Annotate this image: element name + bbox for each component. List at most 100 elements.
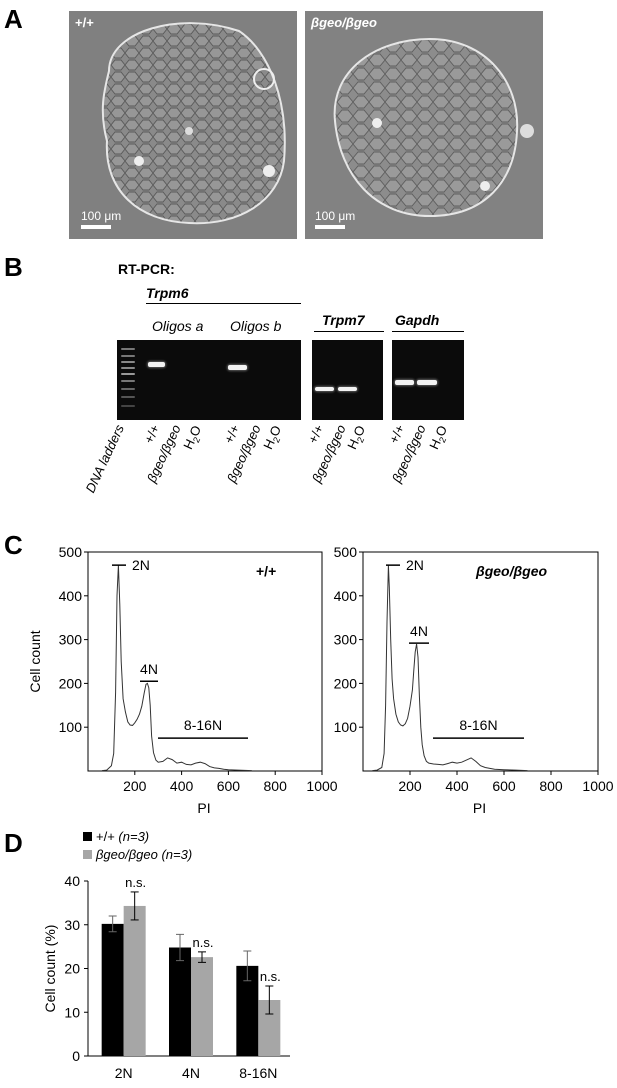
panel-label-b: B bbox=[4, 252, 23, 282]
x-tick-label: 1000 bbox=[306, 778, 337, 794]
legend-swatch bbox=[83, 850, 92, 859]
x-tick-label: 200 bbox=[398, 778, 422, 794]
annotation-4n: 4N bbox=[140, 661, 158, 677]
y-tick-label: 200 bbox=[334, 675, 358, 691]
bar bbox=[101, 923, 124, 1056]
significance-label: n.s. bbox=[193, 935, 214, 950]
dna-ladder bbox=[121, 348, 135, 414]
y-tick-label: 200 bbox=[59, 675, 83, 691]
histogram-line bbox=[372, 565, 528, 772]
plot-frame bbox=[87, 551, 323, 772]
x-tick-label: 400 bbox=[445, 778, 469, 794]
scale-bar bbox=[315, 225, 345, 229]
y-tick-label: 500 bbox=[334, 544, 358, 560]
band-gapdh-ko bbox=[417, 380, 437, 385]
y-tick-label: 0 bbox=[72, 1048, 80, 1064]
lane-label-h2o: H2O bbox=[180, 423, 205, 452]
x-tick-label: 600 bbox=[492, 778, 516, 794]
x-axis-label: PI bbox=[473, 800, 486, 816]
gene-label-trpm6: Trpm6 bbox=[146, 285, 189, 301]
y-tick-label: 300 bbox=[59, 632, 83, 648]
annotation-4n: 4N bbox=[410, 623, 428, 639]
significance-label: n.s. bbox=[260, 969, 281, 984]
significance-label: n.s. bbox=[125, 875, 146, 890]
plot-frame bbox=[362, 551, 599, 772]
colony-image-knockout bbox=[305, 11, 543, 239]
scale-bar bbox=[81, 225, 111, 229]
genotype-label: βgeo/βgeo bbox=[475, 563, 547, 579]
annotation-2n: 2N bbox=[406, 557, 424, 573]
annotation-8-16n: 8-16N bbox=[459, 717, 497, 733]
bar bbox=[258, 1000, 281, 1056]
x-tick-label: 2N bbox=[115, 1065, 133, 1081]
x-tick-label: 600 bbox=[217, 778, 241, 794]
band-trpm7-ko bbox=[338, 387, 357, 391]
legend-swatch bbox=[83, 832, 92, 841]
band-trpm6-a-wt bbox=[148, 362, 165, 367]
annotation-2n: 2N bbox=[132, 557, 150, 573]
lane-label-h2o: H2O bbox=[426, 423, 451, 452]
gapdh-underline bbox=[392, 331, 464, 332]
histogram-line bbox=[101, 565, 252, 772]
gene-label-trpm7: Trpm7 bbox=[322, 312, 365, 328]
trpm7-underline bbox=[314, 331, 384, 332]
scale-bar-label: 100 μm bbox=[315, 209, 356, 223]
bar bbox=[169, 947, 191, 1056]
x-tick-label: 8-16N bbox=[239, 1065, 277, 1081]
y-tick-label: 400 bbox=[334, 588, 358, 604]
bar bbox=[236, 965, 259, 1056]
panel-label-d: D bbox=[4, 828, 23, 858]
panel-label-c: C bbox=[4, 530, 23, 560]
bar bbox=[191, 957, 213, 1056]
band-gapdh-wt bbox=[395, 380, 414, 385]
oligos-b-label: Oligos b bbox=[230, 318, 282, 334]
flow-cytometry-histograms: 100 200 300 400 500 200 400 600 800 1000 PI Cell co… bbox=[27, 544, 614, 816]
band-trpm6-b-wt bbox=[228, 365, 247, 370]
x-tick-label: 200 bbox=[123, 778, 147, 794]
y-tick-label: 20 bbox=[64, 961, 80, 977]
legend-label: βgeo/βgeo (n=3) bbox=[95, 847, 192, 862]
x-tick-label: 400 bbox=[170, 778, 194, 794]
band-trpm7-wt bbox=[315, 387, 334, 391]
micrograph-wildtype: +/+ 100 μm bbox=[69, 11, 297, 239]
y-tick-label: 500 bbox=[59, 544, 83, 560]
trpm6-underline bbox=[146, 303, 301, 304]
panel-label-a: A bbox=[4, 4, 23, 34]
gel-trpm6 bbox=[117, 340, 301, 420]
y-axis-label: Cell count bbox=[27, 630, 43, 692]
lane-label-wt: +/+ bbox=[305, 422, 327, 446]
genotype-label: +/+ bbox=[256, 563, 276, 579]
y-tick-label: 300 bbox=[334, 632, 358, 648]
y-tick-label: 100 bbox=[334, 719, 358, 735]
y-axis-label: Cell count (%) bbox=[42, 925, 58, 1013]
gene-label-gapdh: Gapdh bbox=[395, 312, 440, 328]
legend-n: (n=3) bbox=[161, 847, 192, 862]
lane-label-ladder: DNA ladders bbox=[82, 422, 127, 496]
micrograph-knockout: βgeo/βgeo 100 μm bbox=[305, 11, 543, 239]
annotation-8-16n: 8-16N bbox=[184, 717, 222, 733]
gel-gapdh bbox=[392, 340, 464, 420]
y-tick-label: 400 bbox=[59, 588, 83, 604]
x-tick-label: 1000 bbox=[582, 778, 613, 794]
genotype-label-knockout: βgeo/βgeo bbox=[311, 15, 377, 30]
cell-cycle-bar-chart: +/+ (n=3) βgeo/βgeo (n=3) 0 10 20 30 40 Cell co… bbox=[42, 829, 290, 1081]
gel-trpm7 bbox=[312, 340, 383, 420]
x-tick-label: 800 bbox=[539, 778, 563, 794]
y-tick-label: 100 bbox=[59, 719, 83, 735]
lane-label-h2o: H2O bbox=[260, 423, 285, 452]
legend-n: (n=3) bbox=[118, 829, 149, 844]
rt-pcr-title: RT-PCR: bbox=[118, 261, 175, 277]
y-tick-label: 30 bbox=[64, 917, 80, 933]
scale-bar-label: 100 μm bbox=[81, 209, 122, 223]
oligos-a-label: Oligos a bbox=[152, 318, 204, 334]
y-tick-label: 40 bbox=[64, 873, 80, 889]
x-tick-label: 800 bbox=[264, 778, 288, 794]
x-tick-label: 4N bbox=[182, 1065, 200, 1081]
genotype-label-wildtype: +/+ bbox=[75, 15, 94, 30]
bar bbox=[123, 905, 146, 1056]
y-tick-label: 10 bbox=[64, 1004, 80, 1020]
x-axis-label: PI bbox=[197, 800, 210, 816]
colony-image-wildtype bbox=[69, 11, 297, 239]
legend-label: +/+ (n=3) bbox=[96, 829, 149, 844]
